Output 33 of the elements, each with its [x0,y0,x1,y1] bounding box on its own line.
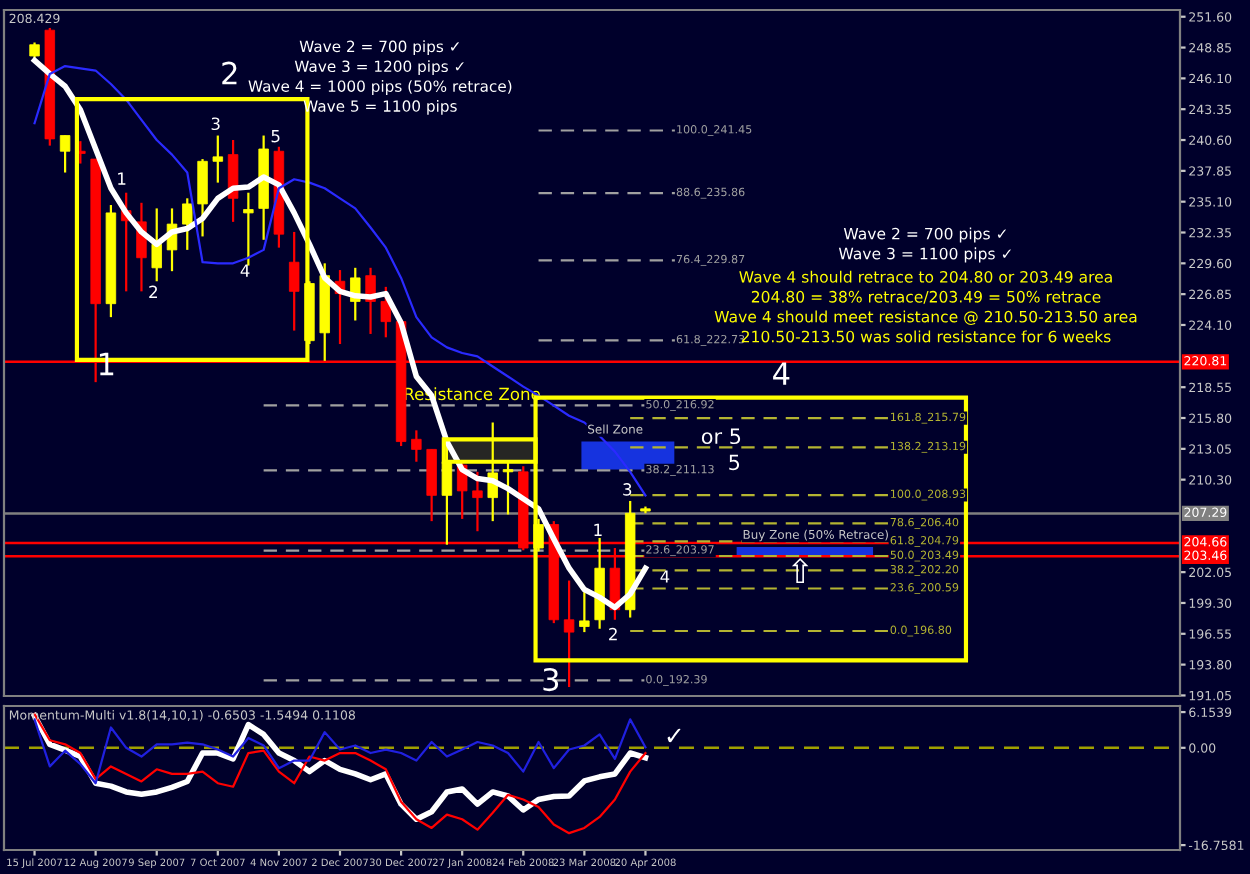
candlestick [197,157,208,238]
candlestick [182,197,193,251]
annotation: 3 [543,668,559,692]
annotation: 3 [211,117,220,131]
annotation: 4 [660,570,670,583]
annotation: or 5 [701,428,741,445]
annotation: 2 [222,61,237,85]
candlestick [411,429,422,463]
candlestick [380,285,392,339]
annotation: 4 [240,264,250,277]
annotation: 5 [729,454,740,471]
annotation: ⇧ [791,557,809,584]
annotation: 3 [623,483,632,496]
candlestick [288,230,300,332]
candlestick [151,207,162,283]
annotation: 1 [594,523,602,536]
candlestick [563,579,575,689]
line-series [31,57,649,611]
candlestick [472,470,483,533]
annotation: 2 [609,627,617,641]
candlestick [426,448,437,523]
candlestick [59,134,71,174]
annotation: 4 [773,362,790,385]
annotation: ✓ [667,728,681,743]
annotation: 5 [271,130,280,143]
candlestick [243,191,254,267]
line-series [33,64,647,497]
candlestick [579,588,590,634]
annotation: 1 [118,172,126,185]
candlestick [212,134,224,184]
line-series [33,718,647,785]
annotation: 2 [149,285,157,298]
candlestick [227,138,239,223]
